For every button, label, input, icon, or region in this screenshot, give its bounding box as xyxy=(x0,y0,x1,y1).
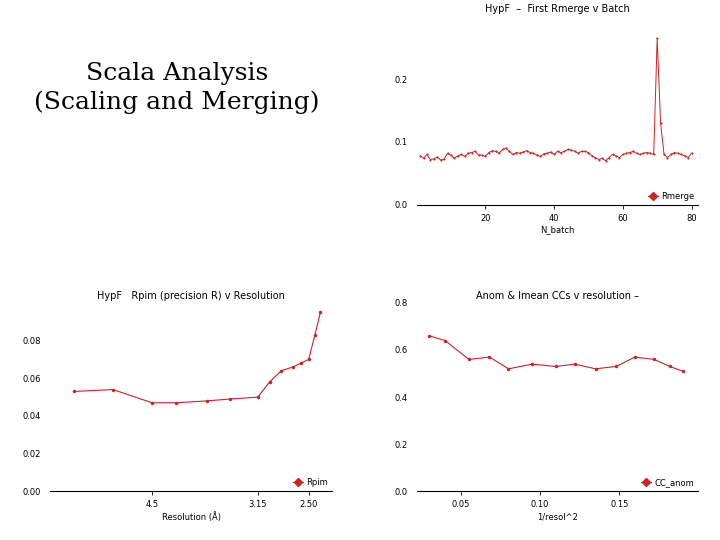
X-axis label: N_batch: N_batch xyxy=(540,226,575,234)
X-axis label: 1/resol^2: 1/resol^2 xyxy=(537,512,578,521)
Legend: Rpim: Rpim xyxy=(293,478,328,487)
X-axis label: Resolution (Å): Resolution (Å) xyxy=(162,512,221,522)
Text: Scala Analysis
(Scaling and Merging): Scala Analysis (Scaling and Merging) xyxy=(35,62,320,114)
Title: Anom & Imean CCs v resolution –: Anom & Imean CCs v resolution – xyxy=(476,291,639,301)
Title: HypF   Rpim (precision R) v Resolution: HypF Rpim (precision R) v Resolution xyxy=(97,291,285,301)
Legend: Rmerge: Rmerge xyxy=(648,192,694,200)
Title: HypF  –  First Rmerge v Batch: HypF – First Rmerge v Batch xyxy=(485,4,630,14)
Legend: CC_anom: CC_anom xyxy=(641,478,694,487)
